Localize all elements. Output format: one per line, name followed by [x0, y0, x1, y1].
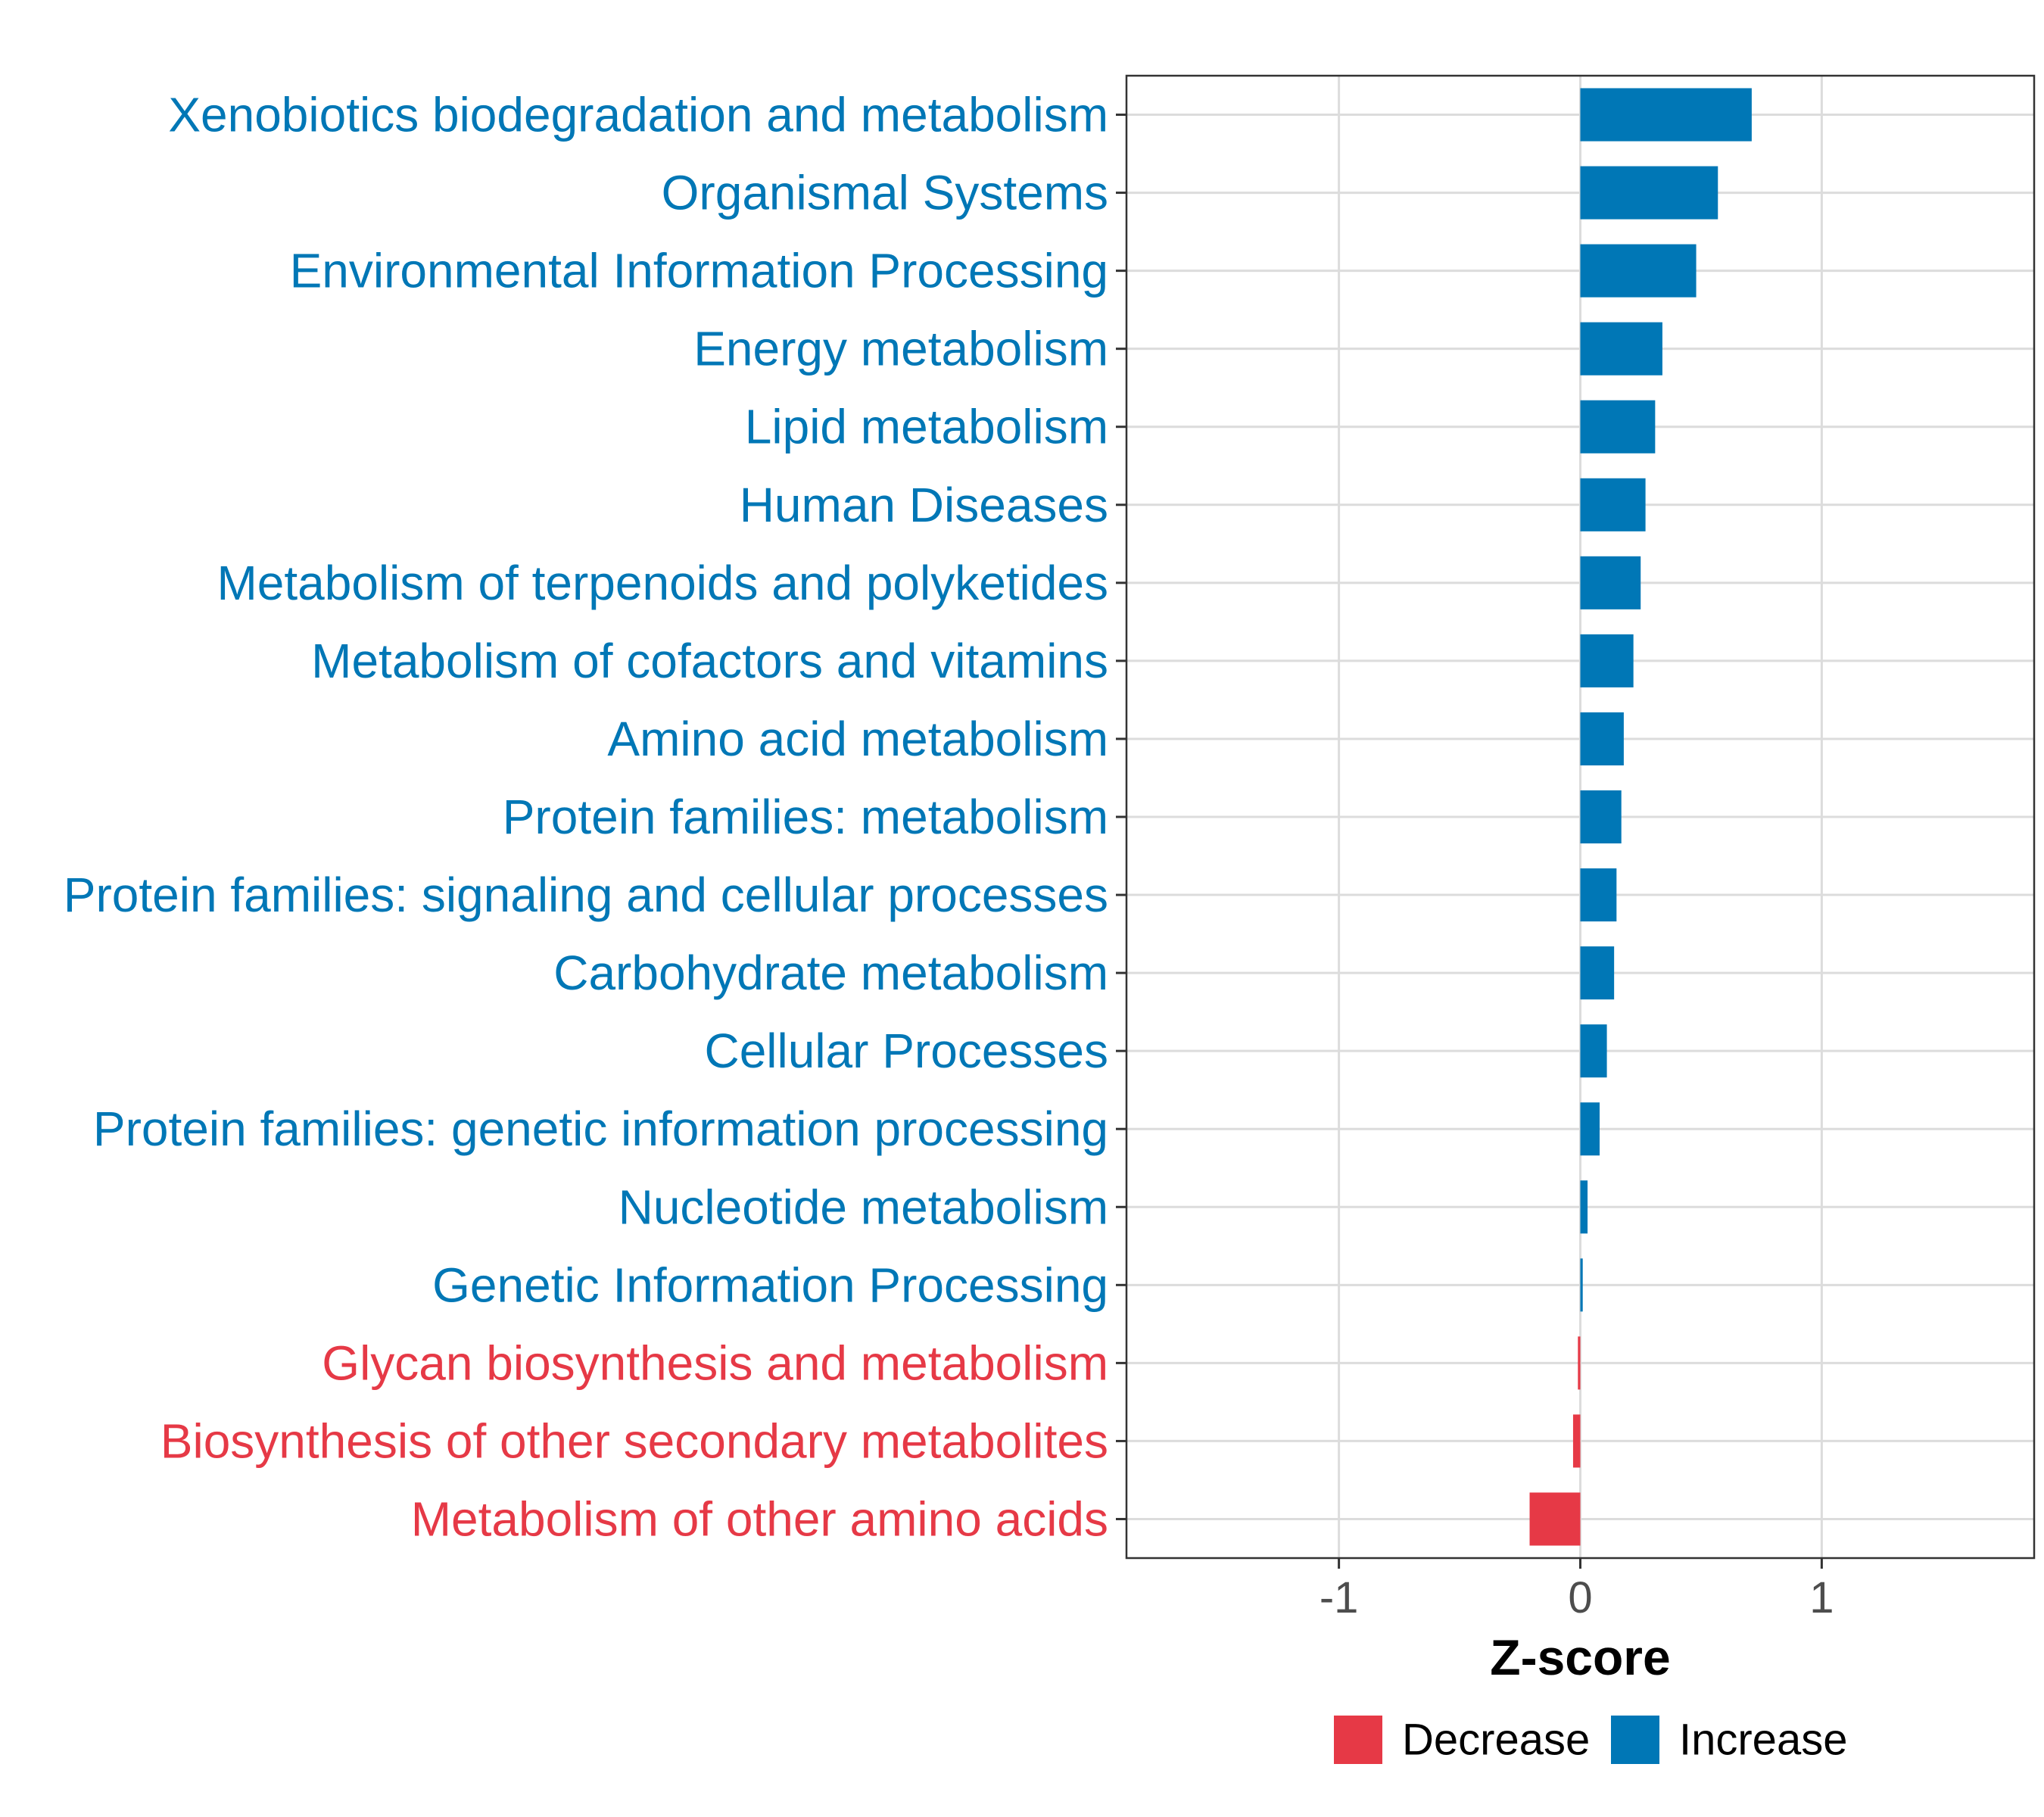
legend-label-increase: Increase — [1679, 1716, 1847, 1765]
x-ticks: -1 0 1 — [1320, 1558, 1834, 1622]
bar-increase — [1580, 556, 1641, 609]
bar-decrease — [1529, 1492, 1581, 1546]
bar-increase — [1580, 244, 1697, 298]
y-ticks — [1116, 114, 1126, 1520]
bar-increase — [1580, 1102, 1600, 1156]
bars — [1529, 88, 1752, 1546]
category-label: Glycan biosynthesis and metabolism — [322, 1335, 1108, 1390]
x-tick-label: 0 — [1568, 1573, 1592, 1622]
category-label: Metabolism of terpenoids and polyketides — [217, 556, 1108, 610]
legend: Decrease Increase — [1334, 1716, 1847, 1765]
legend-label-decrease: Decrease — [1402, 1716, 1590, 1765]
x-tick-label: 1 — [1809, 1573, 1834, 1622]
category-label: Genetic Information Processing — [432, 1258, 1108, 1312]
category-label: Organismal Systems — [662, 166, 1108, 220]
category-label: Environmental Information Processing — [290, 244, 1108, 298]
category-label: Cellular Processes — [704, 1024, 1108, 1078]
bar-increase — [1580, 322, 1662, 376]
category-label: Protein families: metabolism — [503, 790, 1108, 844]
category-label: Protein families: genetic information pr… — [93, 1102, 1108, 1156]
category-label: Amino acid metabolism — [607, 712, 1108, 766]
bar-increase — [1580, 88, 1752, 142]
category-label: Nucleotide metabolism — [618, 1180, 1108, 1234]
bar-increase — [1580, 1180, 1588, 1234]
category-label: Metabolism of other amino acids — [411, 1491, 1108, 1546]
category-labels: Xenobiotics biodegradation and metabolis… — [64, 88, 1108, 1547]
bar-decrease — [1578, 1336, 1581, 1390]
category-label: Energy metabolism — [693, 322, 1108, 376]
category-label: Protein families: signaling and cellular… — [64, 868, 1108, 922]
bar-increase — [1580, 868, 1617, 922]
bar-increase — [1580, 790, 1622, 844]
category-label: Human Diseases — [740, 478, 1108, 532]
bar-increase — [1580, 1024, 1607, 1078]
bar-increase — [1580, 400, 1656, 453]
category-label: Lipid metabolism — [745, 400, 1108, 454]
bar-increase — [1580, 166, 1718, 220]
bar-increase — [1580, 946, 1615, 1000]
category-label: Carbohydrate metabolism — [553, 946, 1108, 1000]
bar-decrease — [1572, 1414, 1581, 1468]
bar-increase — [1580, 634, 1634, 687]
bar-increase — [1580, 478, 1646, 531]
legend-key-decrease — [1334, 1716, 1382, 1764]
x-axis-title: Z-score — [1490, 1629, 1670, 1685]
bar-increase — [1580, 1258, 1583, 1312]
category-label: Biosynthesis of other secondary metaboli… — [160, 1413, 1108, 1468]
category-label: Metabolism of cofactors and vitamins — [311, 634, 1108, 688]
category-label: Xenobiotics biodegradation and metabolis… — [168, 88, 1108, 142]
x-tick-label: -1 — [1320, 1573, 1359, 1622]
legend-key-increase — [1611, 1716, 1659, 1764]
bar-increase — [1580, 712, 1624, 765]
